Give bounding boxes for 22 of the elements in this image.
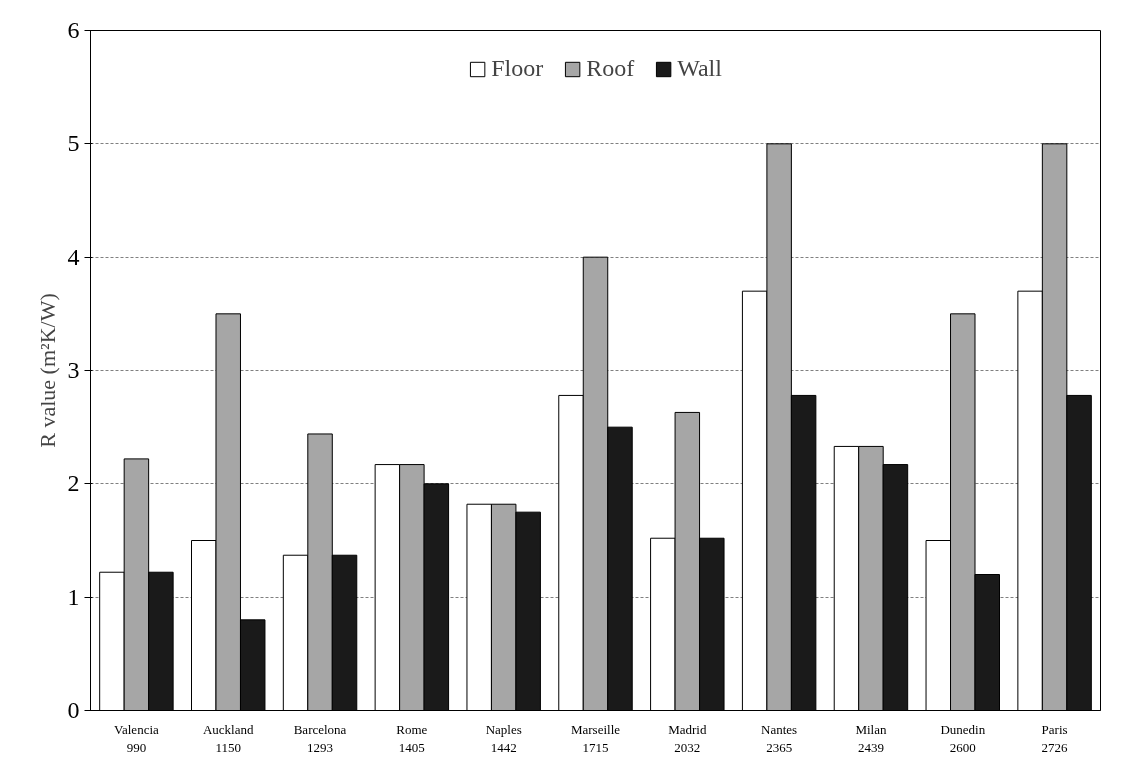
y-tick-label: 6 [67, 17, 80, 43]
x-tick-label: Madrid 2032 [668, 721, 707, 755]
x-tick-label: Valencia 990 [114, 721, 160, 755]
legend-label: Roof [586, 55, 635, 82]
x-tick-label: Naples 1442 [485, 721, 522, 755]
legend-label: Floor [491, 55, 544, 82]
y-tick-label: 1 [67, 583, 80, 610]
x-tick-label: Rome 1405 [396, 721, 428, 755]
x-tick-label: Auckland 1150 [202, 721, 254, 755]
y-tick-label: 5 [67, 130, 80, 157]
x-tick-label: Dunedin 2600 [940, 721, 986, 755]
x-tick-label: Paris 2726 [1041, 721, 1069, 755]
y-tick-label: 3 [67, 357, 80, 383]
y-axis-title: R value (m²K/W) [34, 293, 60, 448]
y-tick-label: 4 [67, 243, 80, 270]
x-tick-label: Barcelona 1293 [293, 721, 347, 755]
y-tick-label: 0 [67, 697, 80, 723]
y-tick-label: 2 [67, 470, 80, 497]
x-tick-label: Nantes 2365 [761, 721, 798, 755]
x-tick-label: Milan 2439 [855, 721, 887, 755]
x-tick-label: Marseille 1715 [570, 721, 621, 755]
legend-label: Wall [677, 55, 722, 82]
